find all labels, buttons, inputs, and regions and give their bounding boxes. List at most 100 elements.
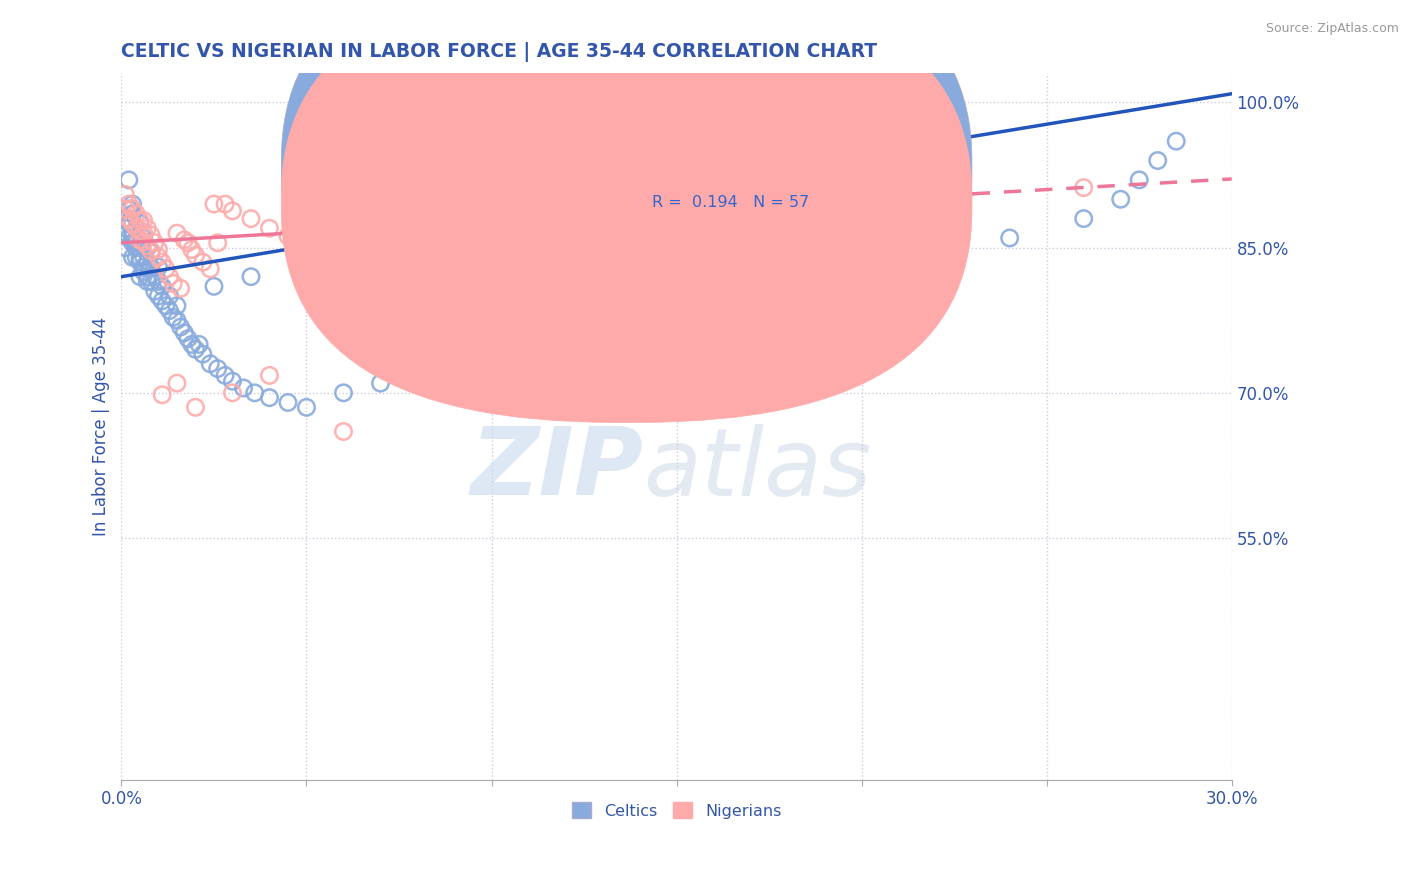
- Point: [159, 303, 181, 318]
- Point: [129, 250, 152, 264]
- Point: [221, 385, 243, 400]
- Point: [121, 231, 143, 245]
- Text: Source: ZipAtlas.com: Source: ZipAtlas.com: [1265, 22, 1399, 36]
- Point: [139, 260, 162, 274]
- Point: [118, 231, 141, 245]
- Point: [162, 310, 184, 325]
- Point: [277, 395, 299, 409]
- Point: [159, 289, 181, 303]
- Text: ZIP: ZIP: [471, 423, 644, 515]
- Point: [114, 187, 136, 202]
- Point: [125, 250, 148, 264]
- Point: [148, 275, 170, 289]
- Point: [184, 248, 207, 262]
- Text: atlas: atlas: [644, 424, 872, 515]
- Text: R =  0.194   N = 57: R = 0.194 N = 57: [652, 195, 810, 211]
- Point: [166, 226, 188, 240]
- Point: [370, 207, 392, 221]
- Point: [148, 243, 170, 257]
- Point: [118, 202, 141, 216]
- Point: [221, 203, 243, 218]
- Point: [200, 357, 222, 371]
- Point: [240, 269, 263, 284]
- Point: [481, 145, 503, 160]
- Point: [121, 216, 143, 230]
- FancyBboxPatch shape: [281, 0, 972, 423]
- Point: [277, 229, 299, 244]
- Point: [132, 231, 155, 245]
- Point: [166, 313, 188, 327]
- Point: [136, 275, 159, 289]
- Text: CELTIC VS NIGERIAN IN LABOR FORCE | AGE 35-44 CORRELATION CHART: CELTIC VS NIGERIAN IN LABOR FORCE | AGE …: [121, 42, 877, 62]
- Point: [207, 235, 229, 250]
- Point: [150, 255, 173, 269]
- Point: [202, 197, 225, 211]
- Point: [136, 269, 159, 284]
- Point: [139, 228, 162, 243]
- Point: [150, 279, 173, 293]
- Point: [214, 197, 236, 211]
- Point: [136, 255, 159, 269]
- Point: [776, 233, 799, 247]
- Point: [162, 277, 184, 291]
- Point: [132, 250, 155, 264]
- Point: [139, 244, 162, 258]
- Point: [1146, 153, 1168, 168]
- Point: [184, 343, 207, 357]
- Point: [180, 337, 202, 351]
- Point: [125, 221, 148, 235]
- Point: [129, 216, 152, 230]
- Point: [370, 376, 392, 391]
- Point: [214, 368, 236, 383]
- Point: [232, 381, 254, 395]
- Point: [998, 231, 1021, 245]
- Point: [1109, 192, 1132, 206]
- Point: [148, 289, 170, 303]
- Point: [129, 226, 152, 240]
- Point: [132, 213, 155, 227]
- Point: [125, 221, 148, 235]
- Point: [332, 385, 354, 400]
- Point: [129, 241, 152, 255]
- Point: [114, 211, 136, 226]
- Point: [924, 173, 946, 187]
- Point: [150, 293, 173, 308]
- Point: [155, 299, 177, 313]
- Point: [139, 275, 162, 289]
- Point: [776, 289, 799, 303]
- FancyBboxPatch shape: [281, 0, 972, 387]
- Point: [159, 269, 181, 284]
- Point: [665, 161, 688, 176]
- Point: [173, 233, 195, 247]
- Point: [129, 213, 152, 227]
- Point: [136, 238, 159, 252]
- Point: [221, 374, 243, 388]
- Point: [332, 425, 354, 439]
- Point: [200, 261, 222, 276]
- Point: [259, 221, 281, 235]
- Point: [259, 368, 281, 383]
- Point: [207, 361, 229, 376]
- Point: [851, 269, 873, 284]
- Point: [121, 250, 143, 264]
- Point: [129, 223, 152, 237]
- Point: [118, 173, 141, 187]
- Point: [129, 269, 152, 284]
- Point: [1073, 211, 1095, 226]
- Point: [184, 401, 207, 415]
- Point: [148, 260, 170, 274]
- Point: [406, 213, 429, 227]
- Point: [125, 241, 148, 255]
- Point: [259, 391, 281, 405]
- Point: [173, 326, 195, 340]
- Point: [295, 192, 318, 206]
- Point: [118, 211, 141, 226]
- Point: [121, 197, 143, 211]
- Point: [924, 250, 946, 264]
- Point: [180, 243, 202, 257]
- Point: [136, 221, 159, 235]
- Point: [295, 401, 318, 415]
- Legend: Celtics, Nigerians: Celtics, Nigerians: [565, 796, 787, 825]
- Point: [132, 265, 155, 279]
- Point: [150, 388, 173, 402]
